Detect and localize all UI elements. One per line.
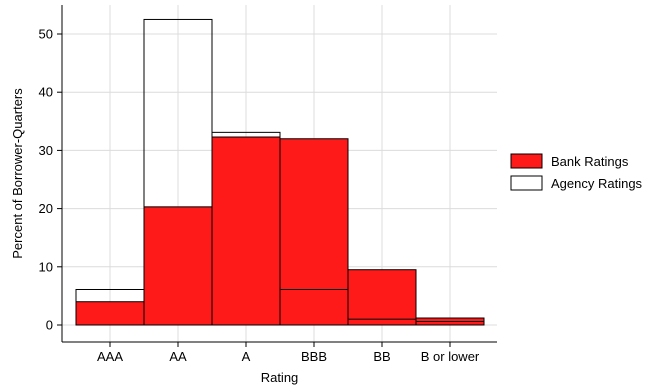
x-tick-label: AA: [169, 349, 187, 364]
bar-bank-ratings: [75, 301, 145, 326]
axes: [61, 5, 497, 343]
bar-bank-ratings: [143, 206, 213, 326]
y-tick-label: 20: [39, 201, 53, 216]
x-axis-ticks: AAA AA A BBB BB B or lower: [97, 342, 480, 364]
bar-bank-ratings: [347, 269, 417, 326]
x-tick-label: B or lower: [421, 349, 480, 364]
bar-agency-ratings: [415, 321, 485, 326]
y-tick-label: 50: [39, 27, 53, 42]
x-tick-label: A: [242, 349, 251, 364]
agency-ratings-bars: [75, 18, 485, 326]
x-tick-label: BB: [373, 349, 390, 364]
legend-swatch-agency-ratings: [510, 175, 543, 191]
y-axis-label: Percent of Borrower-Quarters: [10, 88, 25, 259]
y-tick-label: 0: [46, 318, 53, 333]
y-axis-ticks: 0 10 20 30 40 50: [39, 27, 62, 333]
legend-label-bank-ratings: Bank Ratings: [551, 154, 629, 169]
legend: Bank Ratings Agency Ratings: [510, 153, 643, 191]
y-tick-label: 40: [39, 85, 53, 100]
bar-agency-ratings: [279, 288, 349, 326]
legend-swatch-bank-ratings: [510, 153, 543, 169]
bar-bank-ratings: [211, 136, 281, 326]
x-tick-label: BBB: [301, 349, 327, 364]
y-tick-label: 30: [39, 143, 53, 158]
bar-agency-ratings: [211, 131, 281, 326]
bar-bank-ratings: [279, 138, 349, 326]
x-tick-label: AAA: [97, 349, 123, 364]
x-axis-label: Rating: [261, 370, 299, 385]
y-tick-label: 10: [39, 259, 53, 274]
legend-label-agency-ratings: Agency Ratings: [551, 176, 643, 191]
